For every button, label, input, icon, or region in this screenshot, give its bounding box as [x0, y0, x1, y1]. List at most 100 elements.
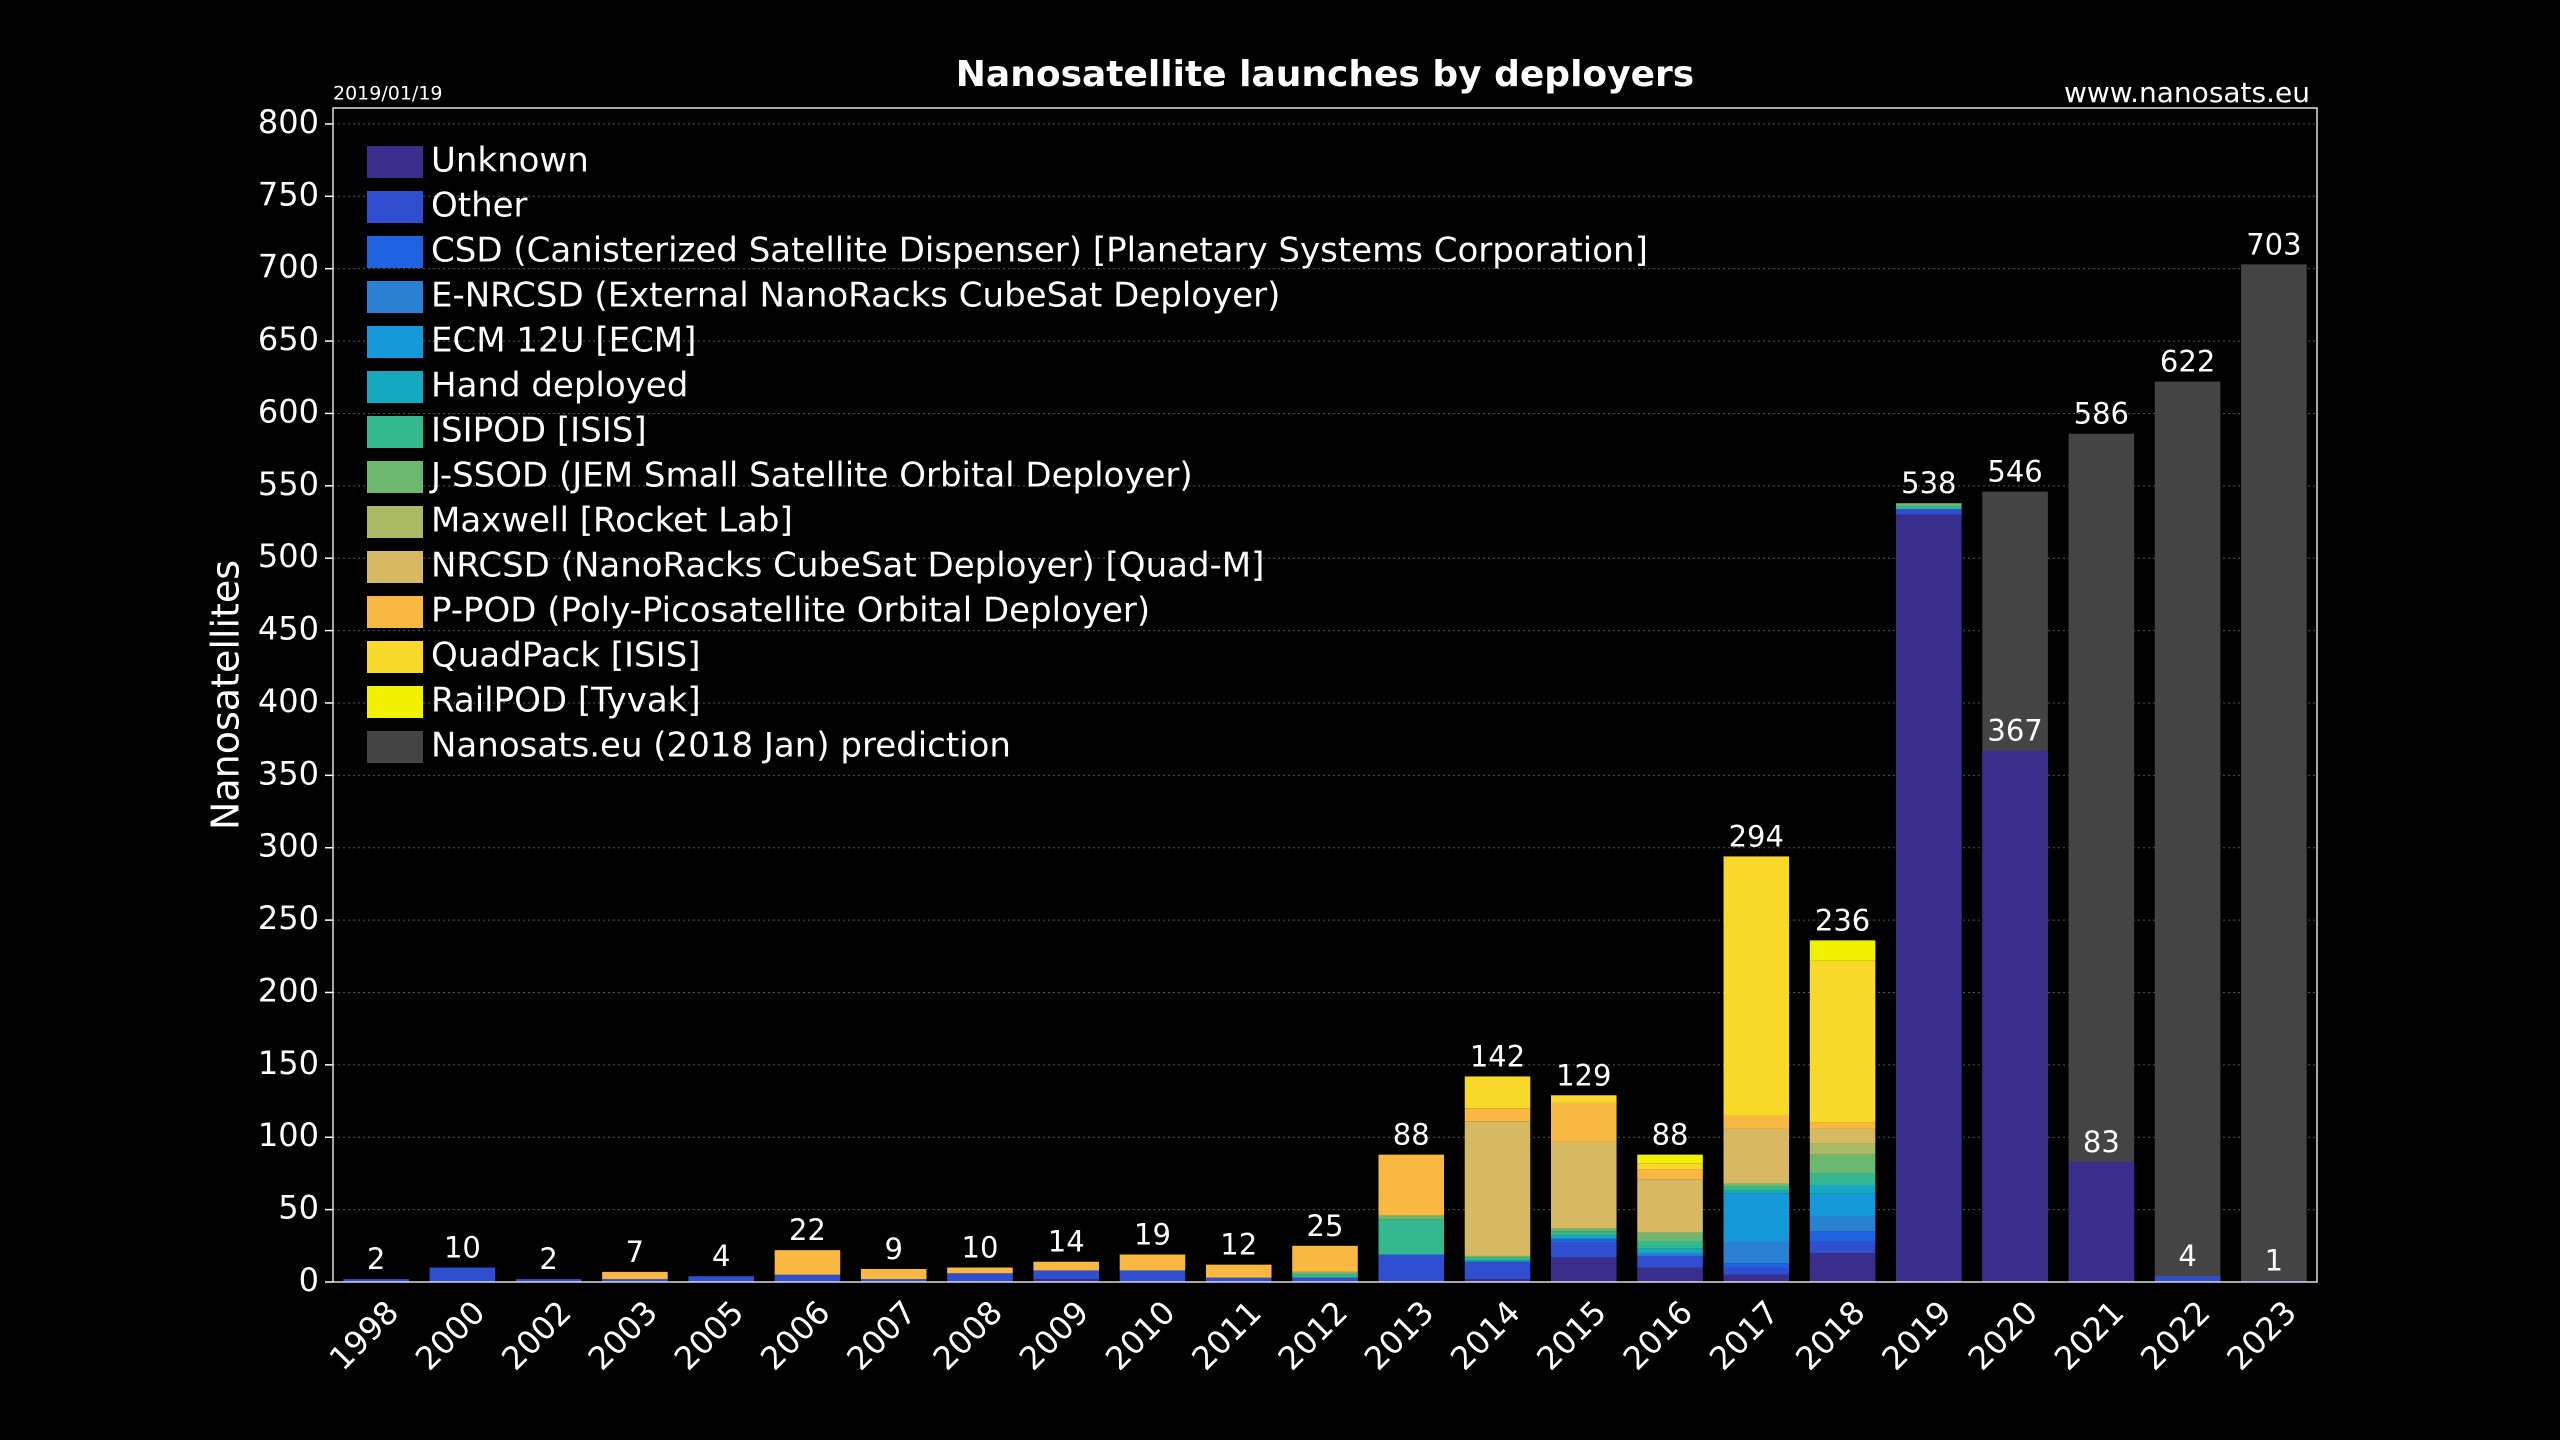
x-tick-label: 2002	[494, 1293, 578, 1377]
total-label: 4	[712, 1239, 730, 1273]
total-label: 1	[2265, 1244, 2283, 1278]
bar-segment	[1809, 1128, 1876, 1144]
total-label: 10	[962, 1231, 999, 1265]
legend-swatch	[367, 326, 423, 358]
prediction-bar	[2241, 264, 2307, 1282]
y-tick-label: 250	[258, 899, 319, 937]
legend-label: RailPOD [Tyvak]	[431, 681, 701, 721]
x-tick-label: 2014	[1443, 1293, 1527, 1377]
y-tick-label: 300	[258, 827, 319, 865]
bar-segment	[1982, 750, 2048, 1282]
bar-segment	[515, 1279, 582, 1282]
total-label: 367	[1987, 714, 2042, 748]
y-tick-label: 200	[258, 971, 319, 1009]
bar-segment	[1378, 1154, 1445, 1216]
bar-segment	[1809, 1173, 1876, 1186]
legend-swatch	[367, 191, 423, 223]
x-tick-label: 2005	[667, 1293, 751, 1377]
y-axis-label: Nanosatellites	[204, 560, 248, 830]
y-tick-label: 800	[258, 103, 319, 141]
legend-label: Unknown	[431, 141, 589, 181]
bar-segment	[1723, 1128, 1790, 1184]
bar-segment	[1809, 1241, 1876, 1254]
bar-segment	[1637, 1248, 1703, 1254]
bar-segment	[860, 1279, 927, 1282]
x-tick-label: 2023	[2219, 1293, 2303, 1377]
bar-segment	[1292, 1274, 1358, 1278]
x-tick-label: 2017	[1702, 1293, 1786, 1377]
bar-segment	[1809, 940, 1876, 961]
bar-segment	[1378, 1219, 1445, 1255]
bar-segment	[1809, 1193, 1876, 1217]
x-tick-label: 2020	[1961, 1293, 2045, 1377]
legend-label: Other	[431, 186, 528, 226]
bar-segment	[1205, 1277, 1272, 1282]
bar-segment	[1637, 1169, 1703, 1180]
bar-segment	[1809, 1154, 1876, 1174]
bar-segment	[947, 1273, 1013, 1282]
bar-segment	[602, 1279, 668, 1282]
bar-segment	[1723, 1115, 1790, 1129]
bar-segment	[1637, 1179, 1703, 1233]
bar-segment	[1809, 1143, 1876, 1155]
bar-segment	[1551, 1228, 1617, 1232]
prediction-bar	[2068, 433, 2135, 1283]
bar-segment	[2068, 1161, 2135, 1282]
bar-segment	[1896, 503, 1962, 507]
x-tick-label: 2006	[753, 1293, 837, 1377]
bar-segment	[688, 1276, 754, 1282]
total-label: 129	[1556, 1058, 1611, 1092]
bar-segment	[1464, 1257, 1531, 1261]
total-label: 236	[1815, 903, 1870, 937]
bar-segment	[1292, 1245, 1358, 1272]
x-tick-label: 2008	[926, 1293, 1010, 1377]
total-label: 2	[539, 1242, 557, 1276]
legend-label: P-POD (Poly-Picosatellite Orbital Deploy…	[431, 591, 1150, 631]
bar-segment	[1551, 1257, 1617, 1282]
total-label: 7	[626, 1235, 644, 1269]
x-tick-label: 2012	[1271, 1293, 1355, 1377]
bar-segment	[1464, 1260, 1531, 1262]
y-tick-label: 750	[258, 175, 319, 213]
legend-label: E-NRCSD (External NanoRacks CubeSat Depl…	[431, 276, 1280, 316]
x-tick-label: 2007	[839, 1293, 923, 1377]
bar-segment	[1292, 1271, 1358, 1275]
bar-segment	[1551, 1095, 1617, 1103]
bar-segment	[1205, 1264, 1272, 1278]
y-tick-label: 50	[278, 1189, 319, 1227]
y-tick-label: 650	[258, 320, 319, 358]
bar-segment	[947, 1267, 1013, 1274]
legend-label: ECM 12U [ECM]	[431, 321, 696, 361]
bar-segment	[602, 1271, 668, 1280]
prediction-label: 703	[2246, 227, 2301, 261]
prediction-label: 622	[2160, 345, 2215, 379]
x-tick-label: 2010	[1098, 1293, 1182, 1377]
x-tick-label: 2016	[1616, 1293, 1700, 1377]
y-tick-label: 100	[258, 1116, 319, 1154]
bar-segment	[1551, 1235, 1617, 1239]
x-tick-label: 2015	[1529, 1293, 1613, 1377]
total-label: 19	[1134, 1217, 1171, 1251]
bar-segment	[1896, 514, 1962, 1282]
legend-swatch	[367, 461, 423, 493]
x-tick-label: 1998	[322, 1293, 406, 1377]
bar-segment	[1809, 1231, 1876, 1242]
legend-swatch	[367, 596, 423, 628]
source: www.nanosats.eu	[2064, 76, 2310, 109]
legend-swatch	[367, 506, 423, 538]
legend-swatch	[367, 686, 423, 718]
y-tick-label: 350	[258, 754, 319, 792]
plot-frame	[332, 107, 2318, 1283]
total-label: 88	[1652, 1118, 1689, 1152]
total-label: 142	[1470, 1039, 1525, 1073]
bar-segment	[1378, 1215, 1445, 1220]
bar-segment	[1637, 1255, 1703, 1268]
bar-segment	[1723, 1186, 1790, 1191]
bar-segment	[343, 1279, 409, 1282]
y-tick-label: 500	[258, 537, 319, 575]
bar-segment	[1809, 1185, 1876, 1194]
bar-segment	[1119, 1270, 1186, 1282]
bar-segment	[1723, 856, 1790, 1116]
bar-segment	[1551, 1231, 1617, 1236]
